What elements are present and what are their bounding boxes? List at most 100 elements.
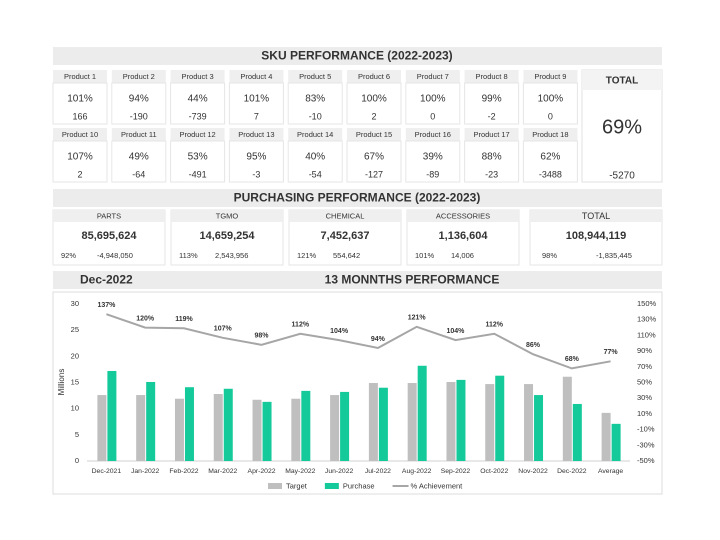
data-label: 94% <box>371 336 386 343</box>
data-label: 98% <box>255 333 270 340</box>
data-label: 119% <box>175 316 193 323</box>
group-variance: 14,006 <box>451 251 474 260</box>
total-variance: -5270 <box>609 171 635 182</box>
legend-swatch <box>268 483 282 489</box>
group-header <box>53 210 165 222</box>
y-tick-label: 0 <box>75 456 79 465</box>
line <box>106 313 611 370</box>
product-variance: -89 <box>426 169 439 179</box>
product-variance: -23 <box>485 169 498 179</box>
x-tick-label: Jan-2022 <box>131 468 160 475</box>
product-card <box>228 82 284 125</box>
product-card <box>52 140 108 183</box>
x-tick-label: Aug-2022 <box>402 468 432 475</box>
y-axis-label: Millions <box>57 369 66 396</box>
product-name: Product 7 <box>417 72 449 81</box>
product-header <box>347 70 401 83</box>
legend-label: Target <box>286 481 308 490</box>
bar <box>330 395 340 461</box>
group-name: ACCESSORIES <box>436 211 490 220</box>
product-variance: -2 <box>488 111 496 121</box>
data-label: 112% <box>292 322 310 329</box>
product-name: Product 14 <box>297 130 333 139</box>
bar <box>262 401 272 461</box>
bar <box>184 387 194 461</box>
bar <box>146 381 156 461</box>
bar <box>291 398 301 461</box>
bar <box>301 390 311 461</box>
product-achievement: 40% <box>305 152 325 163</box>
product-achievement: 100% <box>420 94 446 105</box>
product-header <box>347 128 401 141</box>
product-card <box>405 82 461 125</box>
group-header <box>289 210 401 222</box>
product-variance: -491 <box>189 169 207 179</box>
group-header <box>171 210 283 222</box>
product-variance: -64 <box>132 169 145 179</box>
x-tick-label: Apr-2022 <box>248 468 276 475</box>
total-name: TOTAL <box>582 211 610 221</box>
group-amount: 85,695,624 <box>81 230 137 242</box>
total-achievement: 69% <box>602 116 642 138</box>
total-variance: -1,835,445 <box>596 251 632 260</box>
product-name: Product 10 <box>62 130 98 139</box>
product-card <box>170 140 226 183</box>
product-header <box>288 128 343 141</box>
bar <box>107 370 117 461</box>
product-variance: -10 <box>309 111 322 121</box>
total-header <box>530 210 662 222</box>
data-label: 107% <box>214 326 233 333</box>
product-card <box>464 82 520 125</box>
product-achievement: 62% <box>540 152 560 163</box>
x-tick-label: Oct-2022 <box>480 468 508 475</box>
product-variance: -739 <box>189 111 207 121</box>
product-name: Product 4 <box>240 72 272 81</box>
product-variance: 2 <box>371 111 376 121</box>
bar <box>601 412 611 461</box>
bar <box>417 365 427 461</box>
y2-tick-label: 130% <box>637 315 657 324</box>
product-header <box>464 70 519 83</box>
bar <box>368 383 378 461</box>
y2-tick-label: 70% <box>637 362 652 371</box>
product-name: Product 6 <box>358 72 390 81</box>
legend-swatch <box>324 483 339 489</box>
product-card <box>228 140 284 183</box>
bar <box>252 399 262 461</box>
y2-tick-label: -10% <box>637 425 655 434</box>
x-tick-label: Average <box>598 468 623 475</box>
total-achievement: 98% <box>542 251 557 260</box>
product-variance: -127 <box>365 169 383 179</box>
product-achievement: 95% <box>246 152 266 163</box>
product-achievement: 44% <box>188 94 208 105</box>
y2-tick-label: 30% <box>637 393 652 402</box>
group-variance: -4,948,050 <box>97 251 133 260</box>
product-name: Product 16 <box>415 130 451 139</box>
product-header <box>523 70 578 83</box>
product-achievement: 101% <box>67 94 93 105</box>
y2-tick-label: -50% <box>637 456 655 465</box>
data-label: 104% <box>447 328 466 335</box>
product-variance: 2 <box>77 169 82 179</box>
group-achievement: 121% <box>297 251 317 260</box>
group-variance: 554,642 <box>333 251 360 260</box>
product-achievement: 101% <box>244 94 270 105</box>
product-name: Product 2 <box>123 72 155 81</box>
bar <box>136 395 146 461</box>
section-bar <box>53 189 662 207</box>
product-name: Product 11 <box>121 130 157 139</box>
product-header <box>405 128 460 141</box>
product-header <box>53 128 107 141</box>
data-label: 86% <box>526 342 541 349</box>
product-card <box>522 140 578 183</box>
y2-tick-label: 50% <box>637 377 652 386</box>
bar <box>562 376 572 461</box>
group-name: TGMO <box>216 211 239 220</box>
product-name: Product 8 <box>476 72 508 81</box>
product-achievement: 100% <box>538 94 564 105</box>
product-card <box>346 82 402 125</box>
chart-period: Dec-2022 <box>80 273 133 287</box>
product-variance: -3488 <box>539 169 562 179</box>
product-variance: -190 <box>130 111 148 121</box>
bar <box>378 387 388 461</box>
